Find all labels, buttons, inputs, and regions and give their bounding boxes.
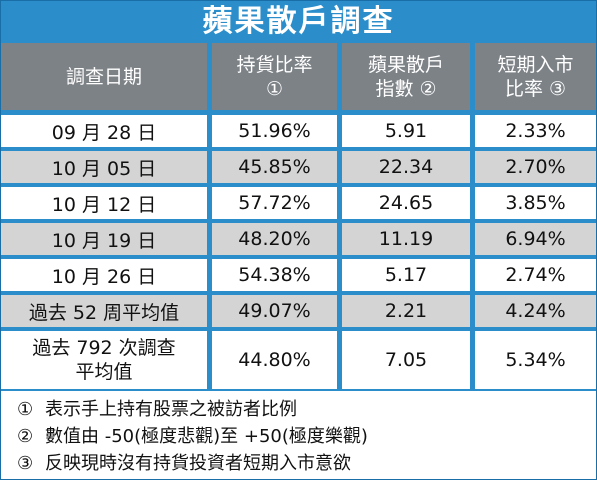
table-row: 10 月 26 日 54.38% 5.17 2.74%	[1, 259, 596, 295]
cell-entry-ratio: 4.24%	[475, 295, 596, 331]
cell-entry-ratio: 2.70%	[475, 151, 596, 187]
table-row: 過去 52 周平均值 49.07% 2.21 4.24%	[1, 295, 596, 331]
column-header-line: 調查日期	[65, 65, 142, 88]
cell-date: 09 月 28 日	[1, 115, 212, 151]
column-header-line: 蘋果散戶	[367, 53, 444, 76]
footnote-text: 數值由 -50(極度悲觀)至 +50(極度樂觀)	[45, 426, 368, 447]
table-body: 09 月 28 日 51.96% 5.91 2.33% 10 月 05 日 45.85% 2…	[1, 115, 596, 393]
column-header-entry-ratio: 短期入市 比率 ③	[475, 43, 596, 115]
cell-sentiment-index: 22.34	[342, 151, 475, 187]
cell-date-line: 過去 792 次調查	[32, 337, 176, 359]
footnote: ③ 反映現時沒有持貨投資者短期入市意欲	[17, 449, 351, 475]
cell-sentiment-index: 5.91	[342, 115, 475, 151]
cell-holding-ratio: 49.07%	[212, 295, 342, 331]
header-row: 調查日期 持貨比率 ① 蘋果散戶 指數 ② 短期入市 比率 ③	[1, 43, 596, 115]
chart-title: 蘋果散戶調查	[202, 4, 395, 39]
cell-entry-ratio: 6.94%	[475, 223, 596, 259]
cell-holding-ratio: 54.38%	[212, 259, 342, 295]
cell-date-line: 10 月 05 日	[51, 157, 157, 180]
column-header-line: 持貨比率	[236, 53, 313, 76]
footnote-marker: ①	[17, 399, 34, 420]
column-header-date: 調查日期	[1, 43, 212, 115]
column-header-line: 指數 ②	[375, 77, 437, 100]
survey-table: 調查日期 持貨比率 ① 蘋果散戶 指數 ② 短期入市 比率 ③ 09 月 28 …	[1, 43, 596, 393]
column-header-line: 比率 ③	[504, 77, 567, 100]
cell-holding-ratio: 44.80%	[212, 331, 342, 393]
cell-date-line: 過去 52 周平均值	[28, 301, 180, 324]
cell-entry-ratio: 3.85%	[475, 187, 596, 223]
table-row: 10 月 19 日 48.20% 11.19 6.94%	[1, 223, 596, 259]
cell-entry-ratio: 2.74%	[475, 259, 596, 295]
footnote: ② 數值由 -50(極度悲觀)至 +50(極度樂觀)	[17, 422, 368, 448]
cell-date: 過去 792 次調查 平均值	[1, 331, 212, 393]
cell-entry-ratio: 2.33%	[475, 115, 596, 151]
footnote-marker: ②	[17, 426, 34, 447]
column-header-sentiment-index: 蘋果散戶 指數 ②	[342, 43, 475, 115]
cell-date: 10 月 12 日	[1, 187, 212, 223]
footnote-marker: ③	[17, 453, 34, 474]
cell-sentiment-index: 24.65	[342, 187, 475, 223]
column-header-line: 短期入市	[497, 53, 574, 76]
cell-date: 10 月 26 日	[1, 259, 212, 295]
cell-date-line: 09 月 28 日	[51, 121, 157, 144]
column-header-line: ①	[265, 77, 284, 100]
cell-holding-ratio: 45.85%	[212, 151, 342, 187]
cell-date: 過去 52 周平均值	[1, 295, 212, 331]
cell-date-line: 10 月 12 日	[51, 193, 157, 216]
footnote-text: 表示手上持有股票之被訪者比例	[45, 399, 297, 420]
table-row: 10 月 12 日 57.72% 24.65 3.85%	[1, 187, 596, 223]
cell-sentiment-index: 5.17	[342, 259, 475, 295]
footnote-text: 反映現時沒有持貨投資者短期入市意欲	[45, 453, 351, 474]
footnotes: ① 表示手上持有股票之被訪者比例 ② 數值由 -50(極度悲觀)至 +50(極度樂觀)…	[1, 391, 596, 479]
cell-date: 10 月 19 日	[1, 223, 212, 259]
table-row: 10 月 05 日 45.85% 22.34 2.70%	[1, 151, 596, 187]
cell-holding-ratio: 57.72%	[212, 187, 342, 223]
column-header-holding-ratio: 持貨比率 ①	[212, 43, 342, 115]
cell-date-line: 10 月 26 日	[51, 265, 157, 288]
cell-date-line: 10 月 19 日	[51, 229, 157, 252]
cell-date-line: 平均值	[75, 361, 133, 383]
cell-holding-ratio: 51.96%	[212, 115, 342, 151]
cell-sentiment-index: 11.19	[342, 223, 475, 259]
cell-entry-ratio: 5.34%	[475, 331, 596, 393]
cell-sentiment-index: 2.21	[342, 295, 475, 331]
table-row: 過去 792 次調查 平均值 44.80% 7.05 5.34%	[1, 331, 596, 393]
cell-holding-ratio: 48.20%	[212, 223, 342, 259]
table-row: 09 月 28 日 51.96% 5.91 2.33%	[1, 115, 596, 151]
cell-sentiment-index: 7.05	[342, 331, 475, 393]
footnote: ① 表示手上持有股票之被訪者比例	[17, 395, 297, 421]
cell-date: 10 月 05 日	[1, 151, 212, 187]
